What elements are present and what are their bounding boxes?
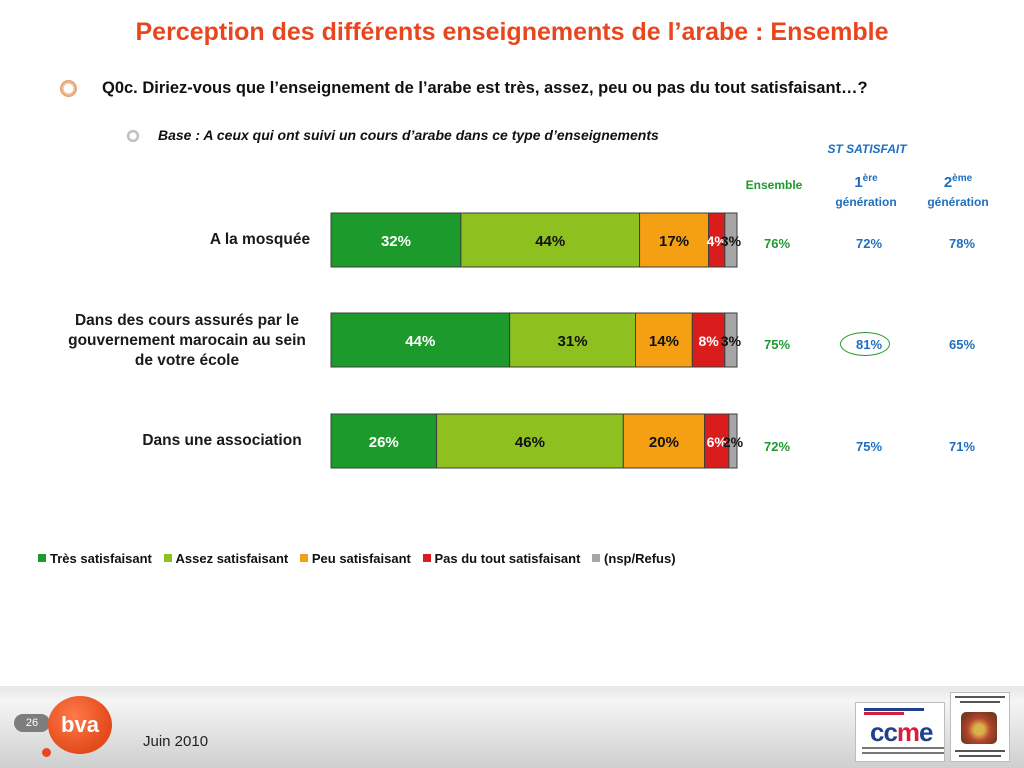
- ccme-logo-text: ccme: [870, 717, 934, 747]
- page-title: Perception des différents enseignements …: [135, 18, 889, 46]
- stat-gen2-association: 71%: [948, 439, 976, 454]
- stat-ensemble-mosquee: 76%: [763, 236, 791, 251]
- row-label-cours-gouvernement: Dans des cours assurés par le gouverneme…: [68, 312, 306, 369]
- bar-segment: [330, 312, 511, 368]
- ccme-logo-caption: [862, 752, 944, 754]
- legend-item: Pas du tout satisfaisant: [422, 551, 580, 566]
- bar-segment: [724, 212, 738, 268]
- base-text: Base : A ceux qui ont suivi un cours d’a…: [158, 127, 659, 143]
- bar-value-label: 26%: [369, 434, 399, 451]
- bar-value-label: 14%: [649, 333, 679, 350]
- footer-date: Juin 2010: [143, 733, 209, 750]
- ministry-logo-caption: [955, 696, 1005, 698]
- stat-gen1-mosquee: 72%: [855, 236, 883, 251]
- bullet-icon: [60, 80, 77, 97]
- sub-bullet-icon: [127, 130, 139, 142]
- stat-gen1-cours: 81%: [855, 337, 883, 352]
- ministry-logo-caption: [955, 750, 1005, 752]
- bar-value-label: 44%: [405, 333, 435, 350]
- column-header-gen2: 2ème génération: [927, 173, 989, 209]
- column-header-ensemble: Ensemble: [745, 178, 803, 192]
- legend-item: Assez satisfaisant: [163, 551, 288, 566]
- bar-segment: [330, 413, 438, 469]
- question-text: Q0c. Diriez-vous que l’enseignement de l…: [102, 79, 868, 97]
- bar-segment: [460, 212, 641, 268]
- bar-segment: [330, 212, 462, 268]
- column-header-gen1: 1ère génération: [835, 173, 897, 209]
- bar-value-label: 20%: [649, 434, 679, 451]
- ccme-logo-line: [864, 708, 924, 711]
- stat-ensemble-cours: 75%: [763, 337, 791, 352]
- legend-item: Très satisfaisant: [38, 551, 152, 566]
- ministry-logo-caption: [960, 701, 1000, 703]
- coat-of-arms-icon: [961, 712, 997, 744]
- ministry-logo-caption: [959, 755, 1001, 757]
- legend-item: Peu satisfaisant: [299, 551, 411, 566]
- page-number: 26: [14, 714, 50, 732]
- bar-segment: [622, 413, 706, 469]
- bar-value-label: 8%: [698, 333, 719, 349]
- bva-logo: bva: [48, 696, 112, 754]
- ccme-logo-caption: [862, 747, 944, 749]
- row-label-mosquee: A la mosquée: [209, 231, 311, 248]
- bar-value-label: 44%: [535, 233, 565, 250]
- bar-value-label: 3%: [721, 233, 742, 249]
- stat-ensemble-association: 72%: [763, 439, 791, 454]
- bar-segment: [436, 413, 624, 469]
- legend-item: (nsp/Refus): [592, 551, 676, 566]
- bar-segment: [639, 212, 710, 268]
- bar-value-label: 6%: [707, 434, 728, 450]
- bar-value-label: 17%: [659, 233, 689, 250]
- bar-segment: [509, 312, 637, 368]
- bar-value-label: 31%: [558, 333, 588, 350]
- bar-value-label: 2%: [723, 434, 744, 450]
- ccme-logo-line: [864, 712, 904, 715]
- row-label-association: Dans une association: [142, 432, 302, 449]
- bar-segment: [635, 312, 693, 368]
- bar-value-label: 3%: [721, 333, 742, 349]
- bar-segment: [724, 312, 738, 368]
- stat-gen2-cours: 65%: [948, 337, 976, 352]
- highlight-circle: [840, 332, 890, 356]
- stat-gen1-association: 75%: [855, 439, 883, 454]
- bar-value-label: 32%: [381, 233, 411, 250]
- chart-legend: Très satisfaisant Assez satisfaisant Peu…: [38, 551, 684, 566]
- logo-dot: [42, 748, 51, 757]
- bar-segment: [728, 413, 738, 469]
- footer-band: [0, 686, 1024, 768]
- bar-value-label: 4%: [707, 233, 728, 249]
- bar-value-label: 46%: [515, 434, 545, 451]
- st-satisfait-header: ST SATISFAIT: [827, 142, 907, 156]
- stat-gen2-mosquee: 78%: [948, 236, 976, 251]
